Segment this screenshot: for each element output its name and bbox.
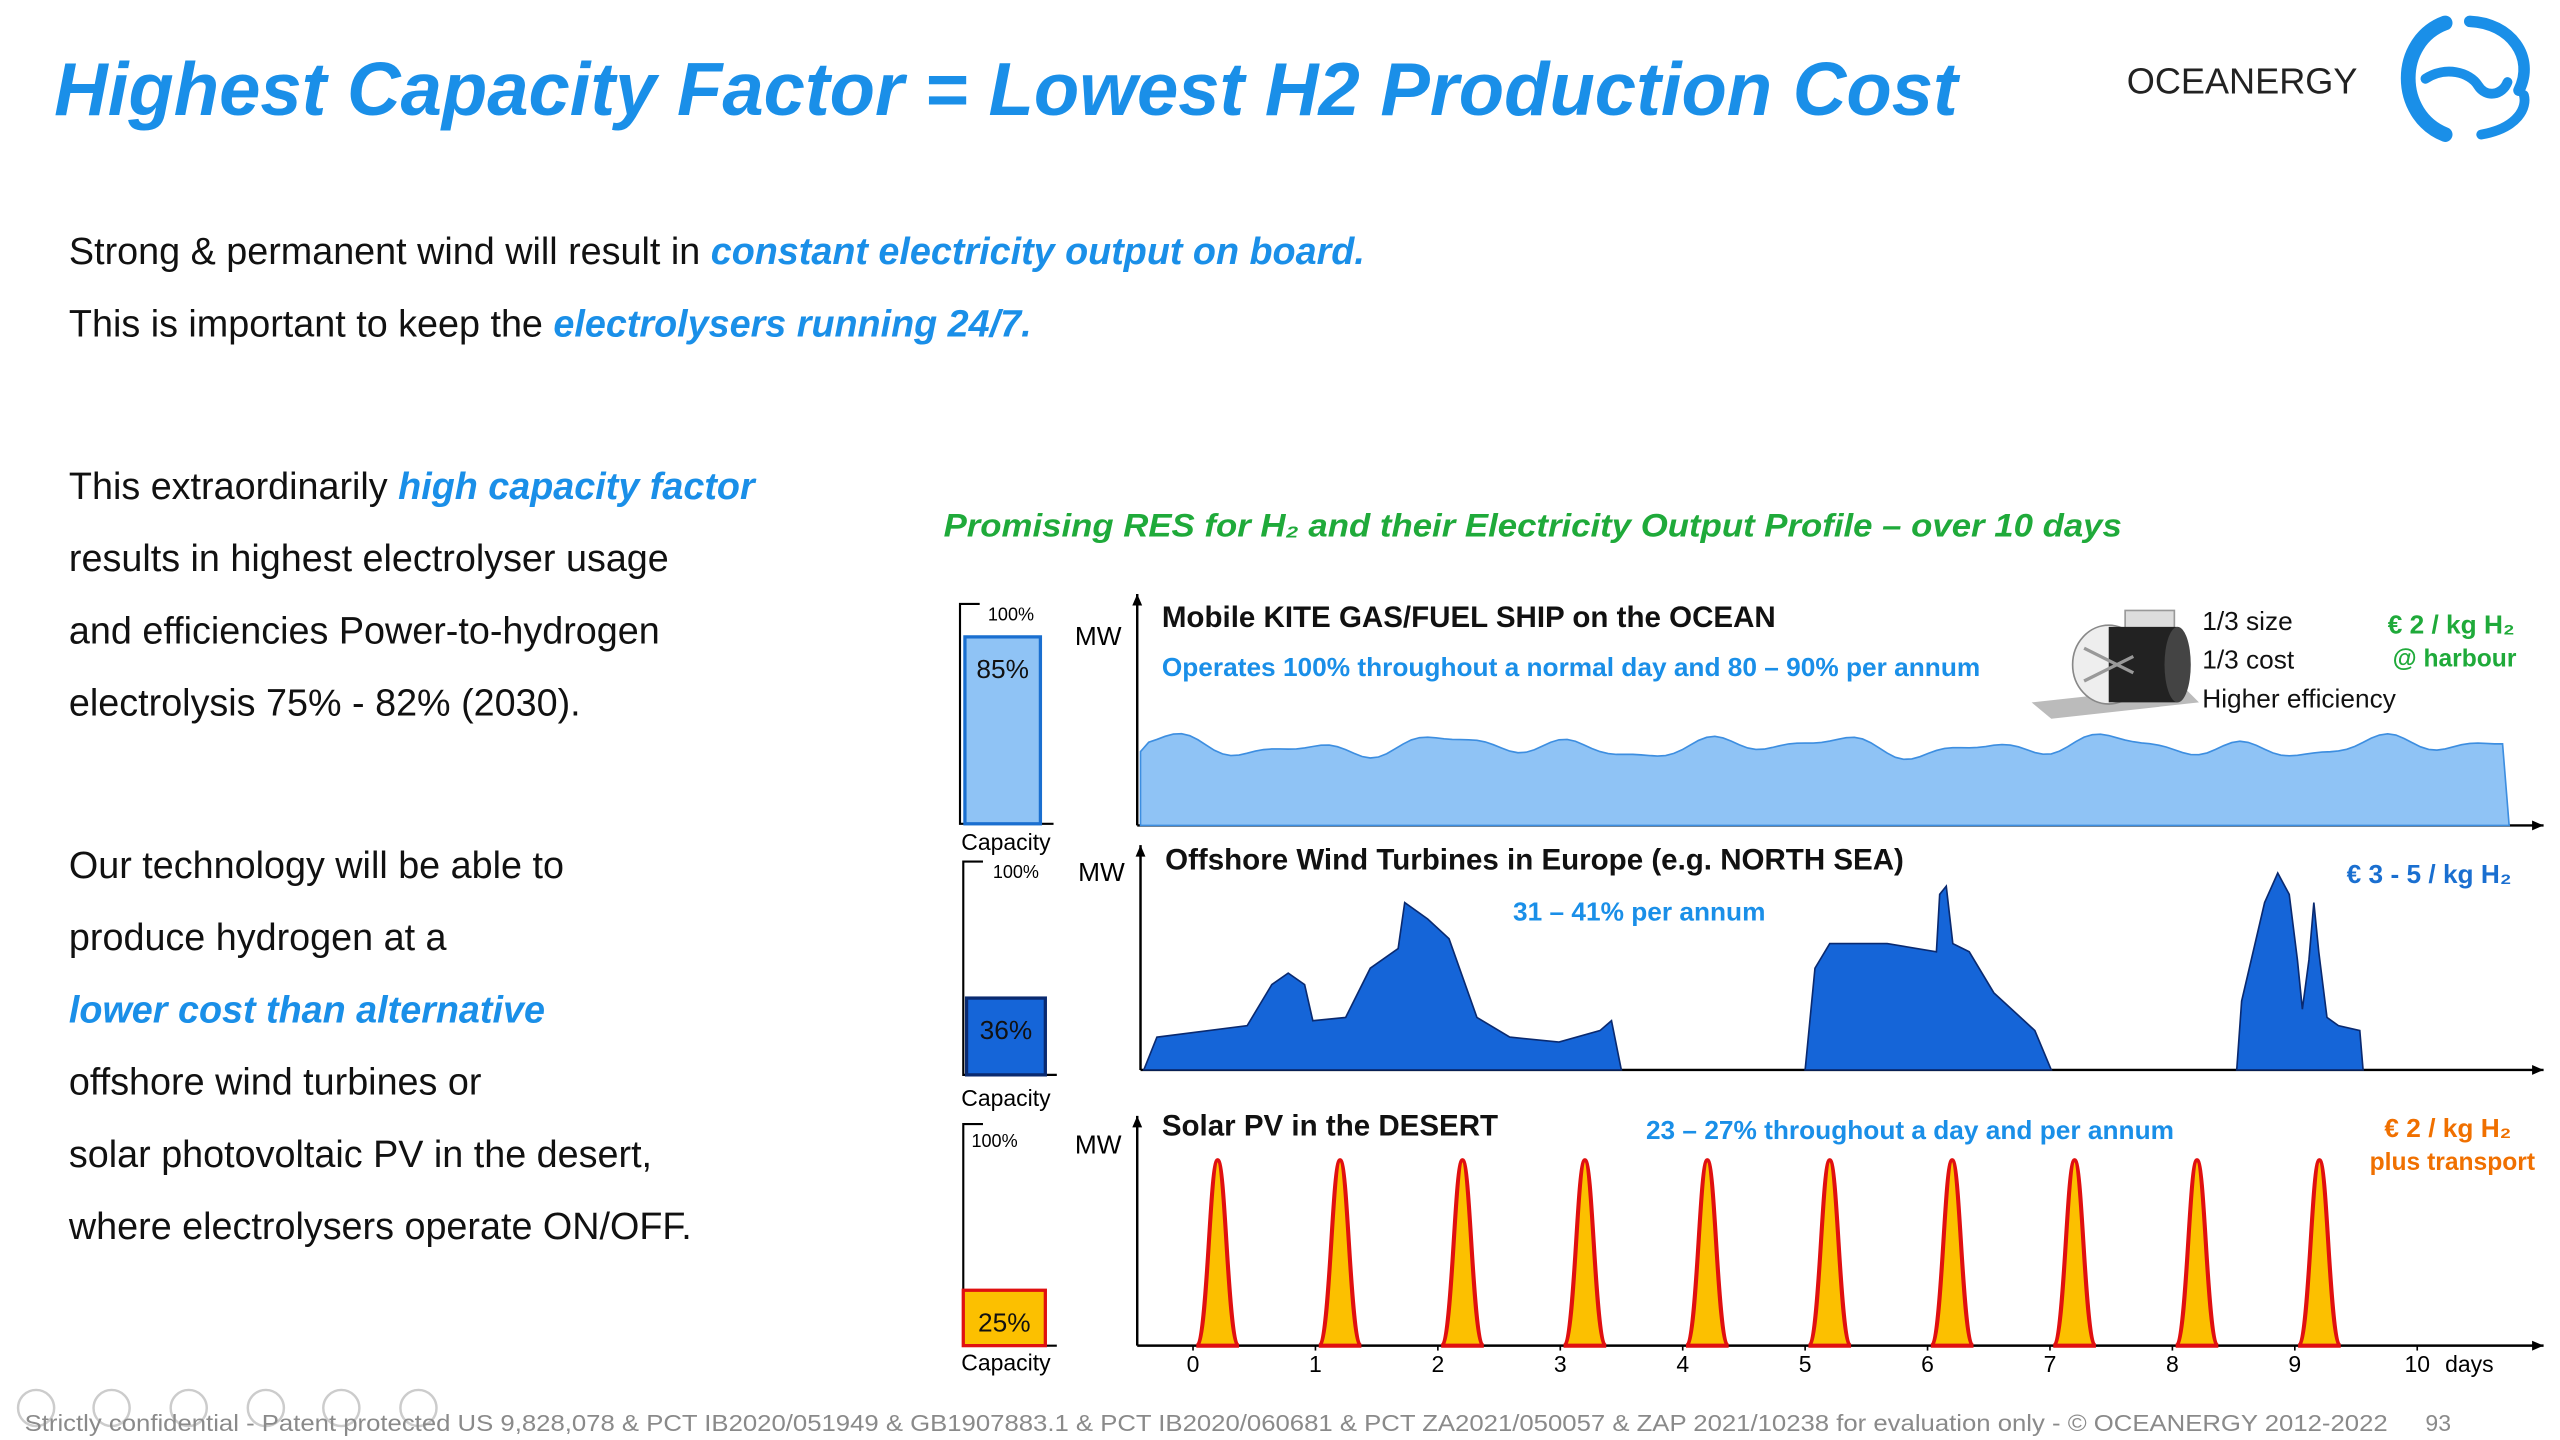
mw-label: MW — [1075, 621, 1122, 651]
ocean-output-profile — [1139, 732, 2511, 827]
body-text: electrolysis 75% - 82% (2030). — [69, 681, 581, 723]
highlight-text: high capacity factor — [398, 465, 757, 507]
highlight-text: constant electricity output on board. — [711, 230, 1365, 272]
capacity-value-label: 25% — [978, 1307, 1031, 1337]
x-tick-label: 8 — [2166, 1351, 2179, 1377]
y-arrow — [1132, 594, 1143, 606]
mw-label: MW — [1078, 857, 1125, 887]
footer-text: Strictly confidential - Patent protected… — [25, 1410, 2388, 1436]
panel-title: Mobile KITE GAS/FUEL SHIP on the OCEAN — [1162, 601, 1776, 634]
capacity-bar — [964, 996, 1047, 1077]
price: € 3 - 5 / kg H₂ — [2347, 859, 2512, 889]
page-number: 93 — [2425, 1410, 2451, 1436]
solar-peak — [1194, 1158, 1241, 1348]
body-line: solar photovoltaic PV in the desert, — [69, 1133, 652, 1175]
ship-illustration — [2031, 609, 2199, 719]
body-text: solar photovoltaic PV in the desert, — [69, 1133, 652, 1175]
x-tick-label: 10 — [2404, 1351, 2430, 1377]
x-unit: days — [2445, 1351, 2494, 1377]
body-line: and efficiencies Power-to-hydrogen — [69, 609, 660, 651]
x-tick-label: 1 — [1309, 1351, 1322, 1377]
solar-peak — [1316, 1158, 1364, 1348]
x-arrow — [2532, 1065, 2544, 1075]
price-note: @ harbour — [2393, 645, 2517, 672]
body-text: offshore wind turbines or — [69, 1061, 482, 1103]
body-line: produce hydrogen at a — [69, 916, 447, 958]
panel-note: Operates 100% throughout a normal day an… — [1162, 652, 1980, 682]
body-text: and efficiencies Power-to-hydrogen — [69, 609, 660, 651]
x-arrow — [2532, 820, 2544, 831]
price: € 2 / kg H₂ — [2384, 1113, 2511, 1143]
x-tick-label: 3 — [1554, 1351, 1567, 1377]
capacity-axis-label: Capacity — [961, 829, 1051, 855]
panel-title: Offshore Wind Turbines in Europe (e.g. N… — [1165, 844, 1904, 877]
body-text: Our technology will be able to — [69, 844, 564, 886]
panel-note: 23 – 27% throughout a day and per annum — [1646, 1115, 2174, 1145]
x-tick-label: 0 — [1187, 1351, 1200, 1377]
body-text: produce hydrogen at a — [69, 916, 447, 958]
body-line: electrolysis 75% - 82% (2030). — [69, 681, 581, 723]
solar-peak — [2051, 1158, 2098, 1348]
capacity-bar — [961, 1288, 1047, 1348]
capacity-max-label: 100% — [971, 1131, 1017, 1151]
x-tick-label: 4 — [1676, 1351, 1689, 1377]
solar-peak — [2296, 1158, 2343, 1348]
mw-label: MW — [1075, 1130, 1122, 1160]
solar-peak — [1928, 1158, 1976, 1348]
capacity-max-label: 100% — [993, 862, 1039, 882]
capacity-axis-label: Capacity — [961, 1085, 1051, 1111]
y-arrow — [1135, 845, 1146, 857]
x-tick-label: 9 — [2288, 1351, 2301, 1377]
capacity-value-label: 85% — [976, 654, 1029, 684]
capacity-max-label: 100% — [988, 604, 1034, 624]
highlight-text: electrolysers running 24/7. — [553, 302, 1031, 344]
x-tick-label: 2 — [1431, 1351, 1444, 1377]
body-text: Strong & permanent wind will result in — [69, 230, 711, 272]
panel-title: Solar PV in the DESERT — [1162, 1110, 1498, 1143]
wind-output-profile — [1142, 901, 1623, 1071]
body-line: offshore wind turbines or — [69, 1061, 482, 1103]
solar-peak — [2173, 1158, 2221, 1348]
x-arrow — [2532, 1340, 2544, 1351]
solar-peak — [1439, 1158, 1486, 1348]
body-line: This extraordinarily high capacity facto… — [69, 465, 757, 507]
body-line: This is important to keep the electrolys… — [69, 302, 1032, 344]
solar-peak — [1806, 1158, 1854, 1348]
body-line: where electrolysers operate ON/OFF. — [68, 1205, 692, 1247]
body-line: Our technology will be able to — [69, 844, 564, 886]
y-arrow — [1132, 1115, 1143, 1128]
wind-output-profile — [1804, 884, 2053, 1071]
x-tick-label: 7 — [2044, 1351, 2057, 1377]
body-text: This is important to keep the — [69, 302, 554, 344]
x-tick-label: 5 — [1799, 1351, 1812, 1377]
price: € 2 / kg H₂ — [2388, 609, 2515, 639]
feature: Higher efficiency — [2202, 683, 2396, 713]
price-note: plus transport — [2370, 1149, 2535, 1176]
highlight-text: lower cost than alternative — [69, 988, 545, 1030]
figure-title: Promising RES for H₂ and their Electrici… — [944, 507, 2122, 544]
body-text: results in highest electrolyser usage — [69, 537, 669, 579]
wind-output-profile — [2235, 871, 2364, 1071]
brand: OCEANERGY — [2127, 61, 2358, 102]
capacity-axis-label: Capacity — [961, 1349, 1051, 1375]
x-tick-label: 6 — [1921, 1351, 1934, 1377]
capacity-bar — [963, 635, 1043, 826]
solar-peak — [1683, 1158, 1731, 1348]
solar-peak — [1561, 1158, 1609, 1348]
feature: 1/3 cost — [2202, 645, 2295, 675]
feature: 1/3 size — [2202, 606, 2292, 636]
footer-icons — [16, 1388, 438, 1428]
body-line: results in highest electrolyser usage — [69, 537, 669, 579]
body-text: where electrolysers operate ON/OFF. — [68, 1205, 692, 1247]
logo — [2400, 15, 2530, 142]
capacity-value-label: 36% — [980, 1015, 1033, 1045]
slide-title: Highest Capacity Factor = Lowest H2 Prod… — [54, 47, 1960, 131]
body-line: Strong & permanent wind will result in c… — [69, 230, 1365, 272]
body-text: This extraordinarily — [69, 465, 398, 507]
panel-note: 31 – 41% per annum — [1513, 897, 1765, 927]
body-line: lower cost than alternative — [69, 988, 545, 1030]
